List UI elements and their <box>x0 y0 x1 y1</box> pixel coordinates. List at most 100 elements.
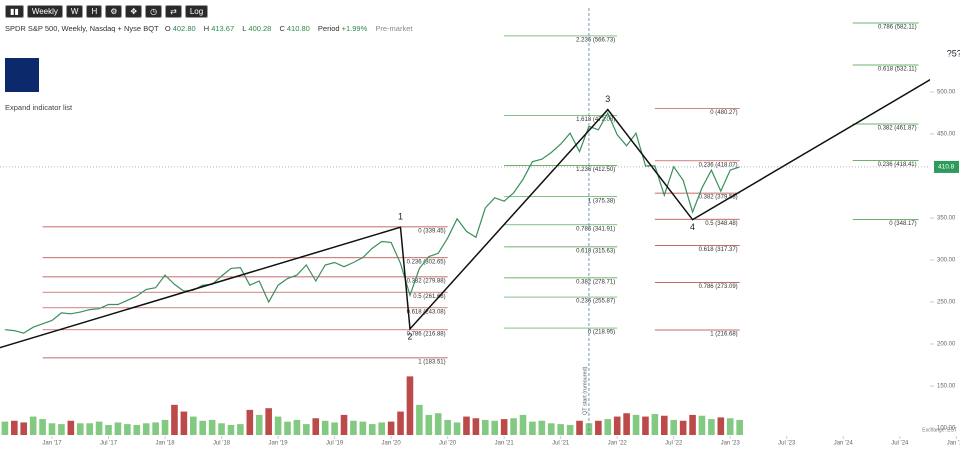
volume-bar <box>613 416 621 435</box>
volume-bar <box>95 421 103 435</box>
volume-bar <box>208 419 216 435</box>
volume-bar <box>670 419 678 435</box>
draw-button[interactable]: ✥ <box>125 5 143 18</box>
value: 402.80 <box>172 24 196 33</box>
last-price-label: 410.8 <box>938 164 955 171</box>
volume-bar <box>406 376 414 435</box>
x-tick-label: Jan '24 <box>834 441 854 447</box>
fib-label: 0.382 (279.88) <box>407 278 446 284</box>
fib-label: 0.786 (582.11) <box>878 25 917 31</box>
label: O <box>164 24 171 33</box>
clock-button[interactable]: ◷ <box>145 5 163 18</box>
volume-bar <box>378 422 385 435</box>
fib-label: 0.382 (461.87) <box>878 126 917 132</box>
y-tick-label: 500.00 <box>937 90 956 96</box>
settings-button[interactable]: ⚙ <box>105 5 123 18</box>
volume-bar <box>566 424 574 435</box>
log-button[interactable]: Log <box>184 5 209 18</box>
volume-bar <box>331 422 338 435</box>
wave-line <box>0 78 930 349</box>
volume-bar <box>20 422 28 435</box>
fib-label: 1.236 (412.50) <box>576 167 615 173</box>
y-tick-label: 100.00 <box>937 426 956 432</box>
fib-label: 0.5 (348.48) <box>705 221 737 227</box>
fib-label: 0.382 (278.71) <box>576 279 615 285</box>
volume-bar <box>265 408 272 435</box>
legend-header: SPDR S&P 500, Weekly, Nasdaq + Nyse BQT … <box>5 24 412 33</box>
volume-bar <box>67 420 75 435</box>
volume-bar <box>434 413 442 435</box>
y-tick-label: 300.00 <box>937 258 956 264</box>
compare-button[interactable]: ⇄ <box>165 5 182 18</box>
logo <box>5 58 39 92</box>
interval-button[interactable]: H <box>86 5 103 18</box>
fib-label: 1 (216.68) <box>710 332 737 338</box>
volume-bar <box>576 420 583 435</box>
volume-bar <box>397 411 404 435</box>
fib-label: 0.618 (317.37) <box>699 247 738 253</box>
x-tick-label: Jul '22 <box>665 441 683 447</box>
volume-bar <box>547 423 555 435</box>
fib-label: 0 (348.17) <box>889 221 916 227</box>
fib-label: 0 (339.45) <box>418 228 445 234</box>
menu-button[interactable]: ▮▮ <box>5 5 24 18</box>
y-tick-label: 200.00 <box>937 342 956 348</box>
volume-bar <box>274 416 282 435</box>
fib-label: 0.236 (418.41) <box>878 162 917 168</box>
x-tick-label: Jul '17 <box>100 441 118 447</box>
interval-button[interactable]: W <box>65 5 84 18</box>
plot-area: 0 (339.45) 0.236 (302.65) 0.382 (279.88) 0.… <box>0 8 930 435</box>
x-tick-label: Jul '18 <box>213 441 231 447</box>
x-tick-label: Jan '23 <box>721 441 741 447</box>
volume-bar <box>114 422 122 435</box>
volume-bar <box>736 419 743 435</box>
volume-bar <box>124 424 131 435</box>
wave-label: 2 <box>407 331 412 341</box>
volume-bar <box>218 423 225 435</box>
volume-bar <box>510 418 517 435</box>
volume-bar <box>529 421 536 435</box>
volume-bar <box>444 419 451 435</box>
volume-bar <box>105 424 112 435</box>
value: 410.80 <box>286 24 310 33</box>
volume-bar <box>661 415 668 435</box>
fib-label: 1 (183.51) <box>418 359 445 365</box>
x-tick-label: Jan '20 <box>382 441 402 447</box>
expand-indicators[interactable]: Expand indicator list <box>5 103 73 112</box>
volume-bar <box>340 414 348 435</box>
volume-bar <box>86 423 93 435</box>
fib-label: 0.618 (243.08) <box>407 309 446 315</box>
label: C <box>279 24 285 33</box>
volume-bar <box>161 419 169 435</box>
volume-bar <box>642 416 649 435</box>
volume-bar <box>557 424 564 435</box>
volume-bar <box>708 419 715 435</box>
fib-label: 1.618 (472.08) <box>576 117 615 123</box>
volume-bar <box>623 413 630 435</box>
fib-label: 0 (480.27) <box>710 110 737 116</box>
volume-bar <box>453 422 461 435</box>
x-tick-label: Jan '22 <box>608 441 628 447</box>
volume-bar <box>519 414 527 435</box>
volume-bar <box>368 424 376 435</box>
volume-bar <box>679 420 687 435</box>
volume-bar <box>76 423 84 435</box>
volume-bar <box>416 404 423 435</box>
x-tick-label: Jul '20 <box>439 441 457 447</box>
volume-bar <box>48 423 56 435</box>
volume-bar <box>472 418 480 435</box>
exchange: Exchange: EST <box>922 427 957 433</box>
x-tick-label: Jan '25 <box>947 441 960 447</box>
x-tick-label: Jan '18 <box>155 441 175 447</box>
fib-label: 0.786 (216.88) <box>407 331 446 337</box>
value: 413.67 <box>211 24 235 33</box>
fib-label: 0.618 (532.11) <box>878 67 917 73</box>
volume-bar <box>227 424 235 435</box>
volume-bar <box>604 419 612 435</box>
x-tick-label: Jul '21 <box>552 441 570 447</box>
interval-select[interactable]: Weekly <box>26 5 63 18</box>
wave-label: ?5? <box>947 49 960 59</box>
volume-bar <box>425 414 433 435</box>
y-tick-label: 350.00 <box>937 216 956 222</box>
